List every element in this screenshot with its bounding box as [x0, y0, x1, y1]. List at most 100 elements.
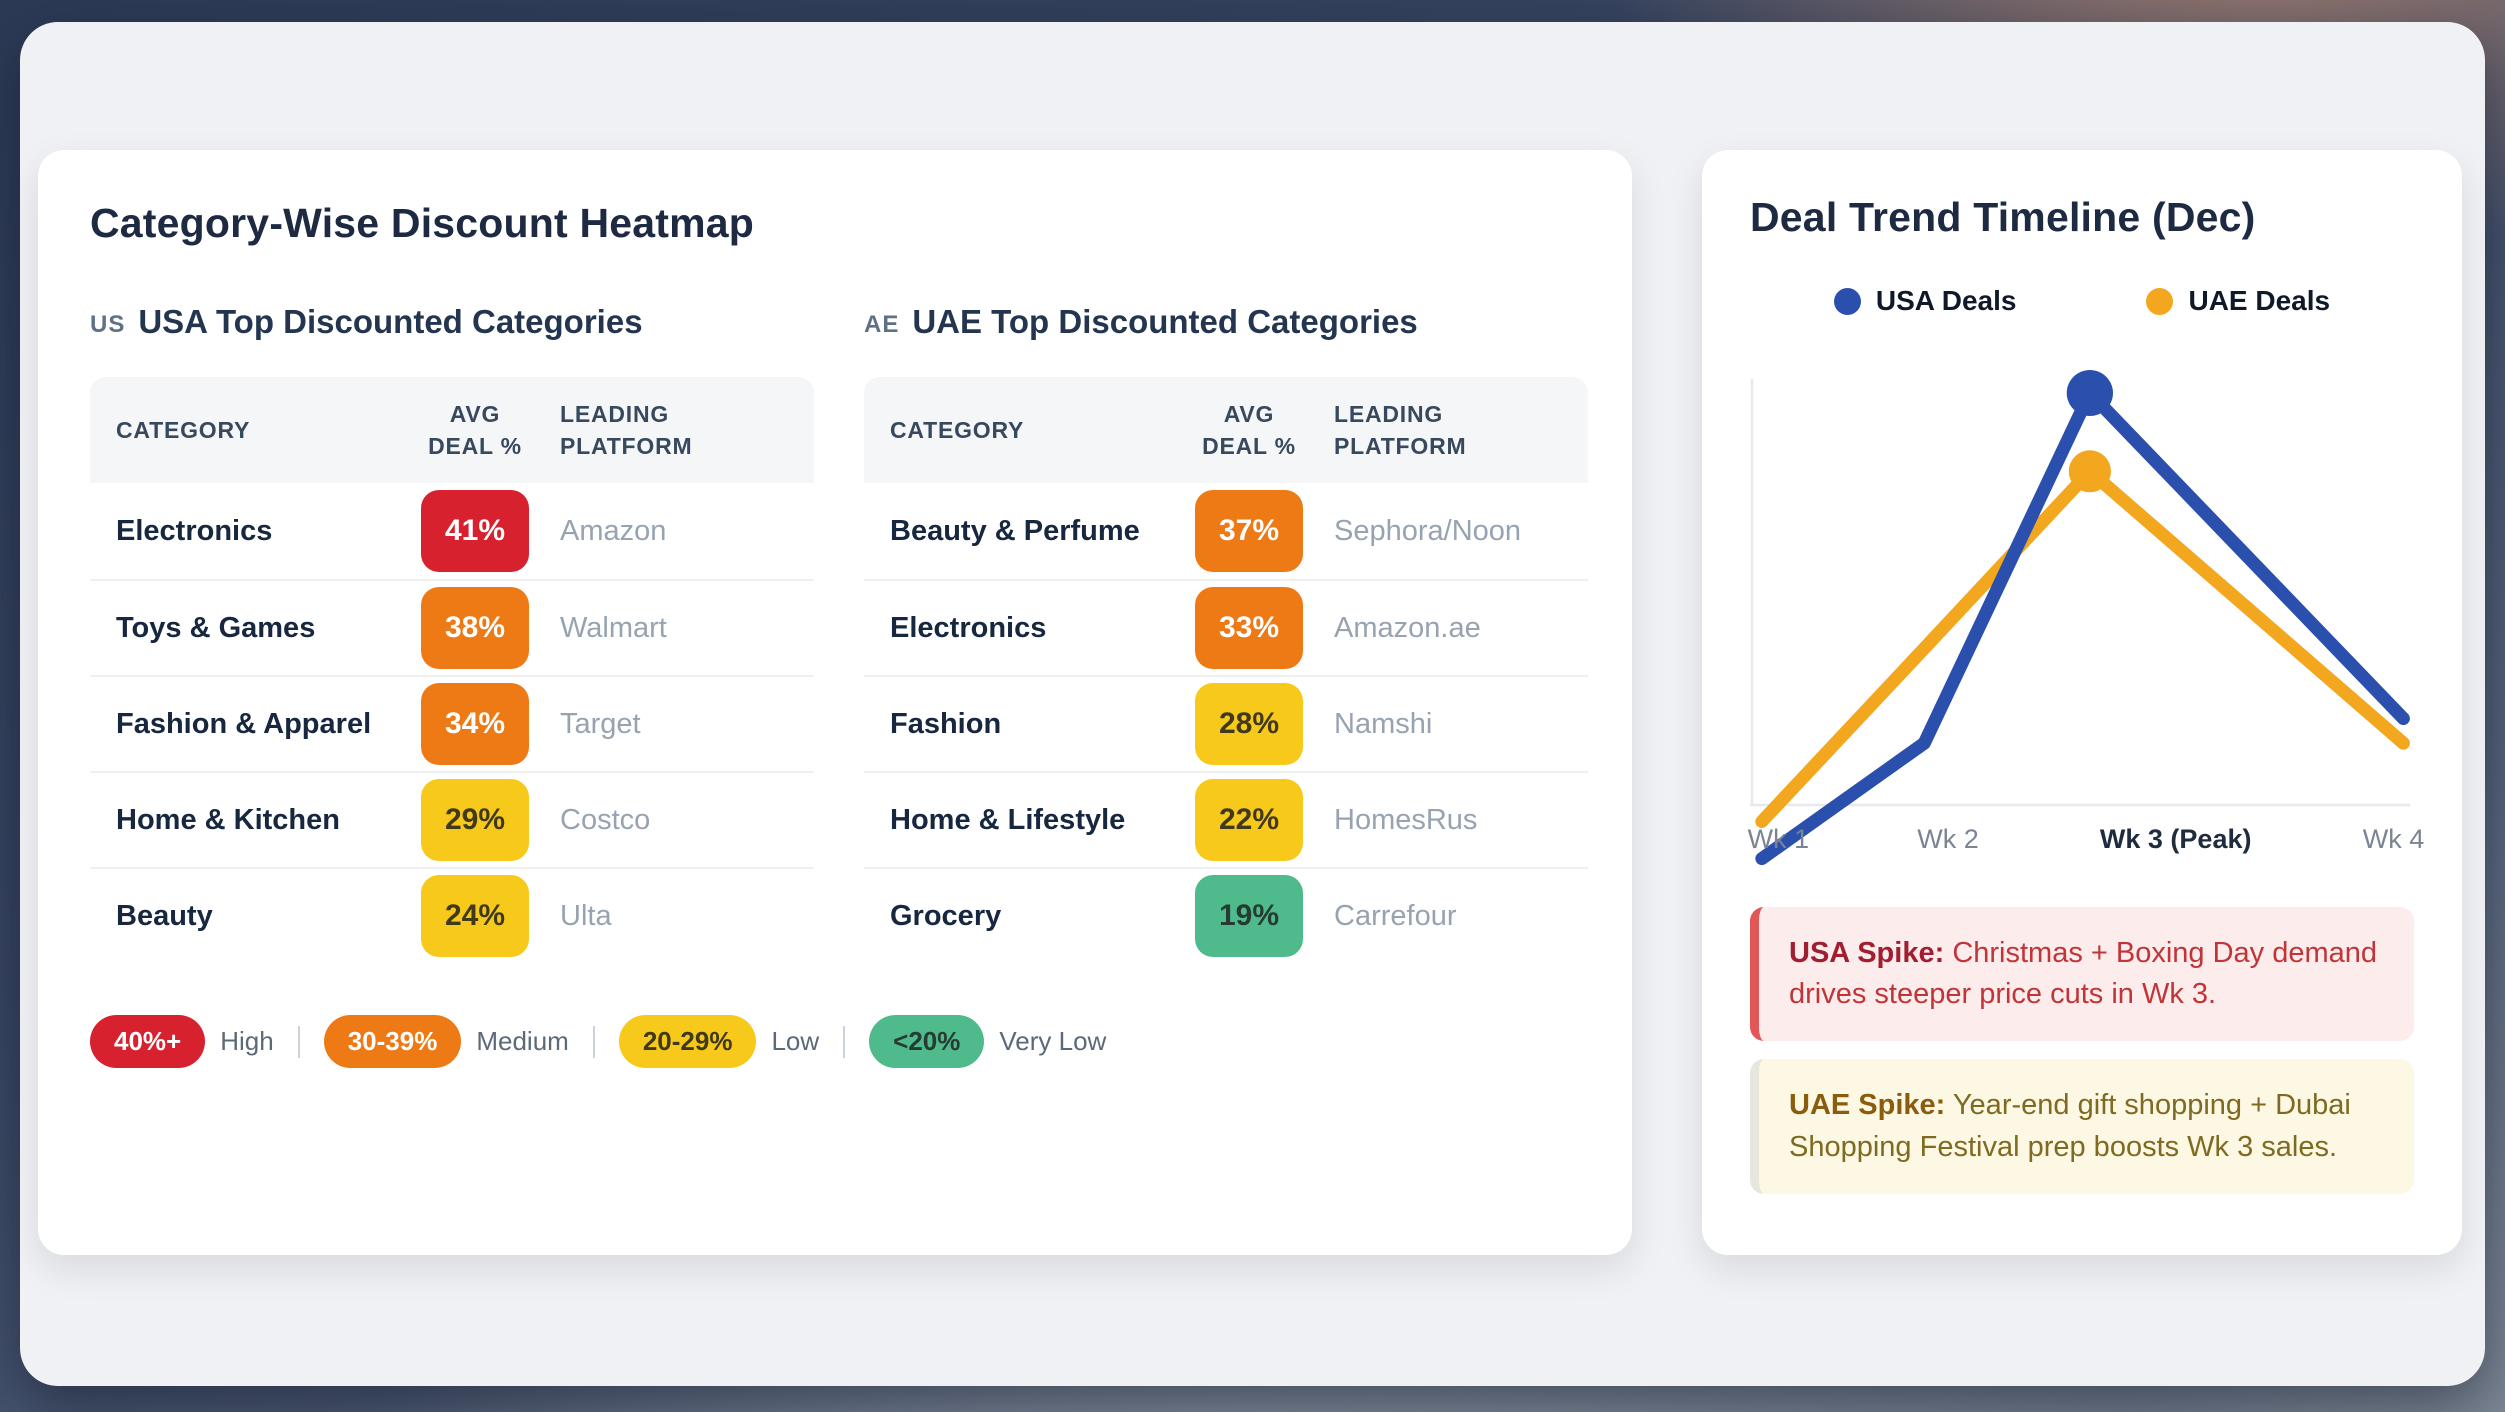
table-row: Beauty 24% Ulta	[90, 867, 814, 963]
usa-table-section: US USA Top Discounted Categories CATEGOR…	[90, 303, 814, 963]
usa-flag-code: US	[90, 310, 126, 338]
uae-spike-title: UAE Spike:	[1789, 1089, 1946, 1122]
deal-badge: 24%	[421, 875, 529, 957]
table-row: Electronics 33% Amazon.ae	[864, 579, 1588, 675]
platform-cell: HomesRus	[1334, 803, 1478, 836]
uae-deals-line	[1755, 464, 2410, 828]
platform-cell: Amazon	[560, 514, 667, 547]
legend-item-uae: UAE Deals	[2146, 285, 2330, 317]
column-header-avg-deal: AVG DEAL %	[1202, 400, 1296, 459]
dashboard-container: Category-Wise Discount Heatmap US USA To…	[20, 22, 2485, 1386]
category-cell: Grocery	[890, 899, 1002, 932]
usa-table-header: CATEGORY AVG DEAL % LEADING PLATFORM	[90, 377, 814, 483]
category-cell: Electronics	[116, 514, 273, 547]
category-cell: Home & Lifestyle	[890, 803, 1126, 836]
category-cell: Home & Kitchen	[116, 803, 340, 836]
table-row: Electronics 41% Amazon	[90, 483, 814, 579]
usa-legend-dot	[1833, 287, 1861, 315]
usa-deals-line	[1755, 386, 2410, 866]
category-cell: Toys & Games	[116, 611, 316, 644]
trend-legend: USA Deals UAE Deals	[1750, 285, 2414, 317]
usa-legend-label: USA Deals	[1875, 285, 2017, 316]
platform-cell: Ulta	[560, 899, 612, 932]
platform-cell: Namshi	[1334, 707, 1433, 740]
legend-divider	[592, 1025, 595, 1058]
platform-cell: Amazon.ae	[1334, 611, 1481, 644]
x-axis-labels: Wk 1 Wk 2 Wk 3 (Peak) Wk 4	[1747, 824, 2425, 869]
platform-cell: Walmart	[560, 611, 667, 644]
usa-table-subtitle: US USA Top Discounted Categories	[90, 303, 814, 341]
legend-label-low: Low	[771, 1026, 820, 1056]
usa-spike-title: USA Spike:	[1789, 937, 1945, 969]
table-row: Fashion 28% Namshi	[864, 675, 1588, 771]
uae-spike-text: Year-end gift shopping + Dubai Shopping …	[1789, 1089, 2351, 1163]
category-cell: Beauty & Perfume	[890, 514, 1140, 547]
deal-badge: 33%	[1195, 587, 1303, 669]
category-cell: Electronics	[890, 611, 1047, 644]
column-header-category: CATEGORY	[890, 416, 1025, 443]
legend-label-very-low: Very Low	[999, 1026, 1107, 1056]
x-label-wk4: Wk 4	[2362, 824, 2425, 854]
uae-table-header: CATEGORY AVG DEAL % LEADING PLATFORM	[864, 377, 1588, 483]
uae-legend-dot	[2146, 287, 2174, 315]
legend-item-usa: USA Deals	[1833, 285, 2017, 317]
trend-chart: Wk 1 Wk 2 Wk 3 (Peak) Wk 4	[1747, 369, 2425, 889]
table-row: Beauty & Perfume 37% Sephora/Noon	[864, 483, 1588, 579]
usa-spike-text: Christmas + Boxing Day demand drives ste…	[1789, 937, 2378, 1011]
platform-cell: Carrefour	[1334, 899, 1457, 932]
uae-table-section: AE UAE Top Discounted Categories CATEGOR…	[864, 303, 1588, 963]
table-row: Home & Kitchen 29% Costco	[90, 771, 814, 867]
uae-table-title: UAE Top Discounted Categories	[912, 303, 1418, 340]
deal-badge: 41%	[421, 490, 529, 572]
column-header-avg-deal: AVG DEAL %	[428, 400, 522, 459]
trend-chart-svg	[1750, 370, 2410, 866]
platform-cell: Sephora/Noon	[1334, 514, 1522, 547]
column-header-platform: LEADING PLATFORM	[1334, 400, 1467, 459]
uae-table: CATEGORY AVG DEAL % LEADING PLATFORM Bea…	[864, 377, 1588, 963]
uae-spike-callout: UAE Spike: Year-end gift shopping + Duba…	[1750, 1059, 2414, 1194]
platform-cell: Costco	[560, 803, 651, 836]
usa-spike-callout: USA Spike: Christmas + Boxing Day demand…	[1750, 907, 2414, 1042]
platform-cell: Target	[560, 707, 641, 740]
heatmap-title: Category-Wise Discount Heatmap	[90, 200, 755, 246]
uae-flag-code: AE	[864, 310, 900, 338]
uae-table-subtitle: AE UAE Top Discounted Categories	[864, 303, 1588, 341]
table-row: Toys & Games 38% Walmart	[90, 579, 814, 675]
category-cell: Fashion & Apparel	[116, 707, 372, 740]
uae-peak-marker	[2068, 450, 2111, 493]
usa-peak-marker	[2066, 370, 2113, 416]
heatmap-card: Category-Wise Discount Heatmap US USA To…	[38, 150, 1632, 1255]
column-header-platform: LEADING PLATFORM	[560, 400, 693, 459]
usa-table-title: USA Top Discounted Categories	[138, 303, 643, 340]
column-header-category: CATEGORY	[116, 416, 251, 443]
legend-divider	[843, 1025, 846, 1058]
deal-badge: 19%	[1195, 875, 1303, 957]
legend-pill-very-low: <20%	[869, 1015, 985, 1068]
category-cell: Fashion	[890, 707, 1002, 740]
x-label-wk2: Wk 2	[1917, 824, 1979, 854]
legend-label-medium: Medium	[476, 1026, 569, 1056]
deal-badge: 37%	[1195, 490, 1303, 572]
legend-divider	[297, 1025, 300, 1058]
deal-badge: 22%	[1195, 779, 1303, 861]
table-row: Fashion & Apparel 34% Target	[90, 675, 814, 771]
trend-card: Deal Trend Timeline (Dec) USA Deals UAE …	[1702, 150, 2462, 1255]
usa-table: CATEGORY AVG DEAL % LEADING PLATFORM Ele…	[90, 377, 814, 963]
category-cell: Beauty	[116, 899, 213, 932]
legend-pill-low: 20-29%	[618, 1015, 757, 1068]
legend-label-high: High	[220, 1026, 274, 1056]
table-row: Grocery 19% Carrefour	[864, 867, 1588, 963]
x-label-wk1: Wk 1	[1747, 824, 1810, 854]
uae-legend-label: UAE Deals	[2188, 285, 2331, 316]
deal-badge: 34%	[421, 683, 529, 765]
table-row: Home & Lifestyle 22% HomesRus	[864, 771, 1588, 867]
deal-badge: 38%	[421, 587, 529, 669]
deal-badge: 29%	[421, 779, 529, 861]
heatmap-tables: US USA Top Discounted Categories CATEGOR…	[90, 303, 1588, 963]
legend-pill-high: 40%+	[90, 1015, 206, 1068]
legend-pill-medium: 30-39%	[323, 1015, 462, 1068]
x-label-wk3-peak: Wk 3 (Peak)	[2099, 824, 2252, 854]
trend-title: Deal Trend Timeline (Dec)	[1750, 194, 2256, 240]
heatmap-legend: 40%+ High 30-39% Medium 20-29% Low <20% …	[90, 1015, 1580, 1068]
deal-badge: 28%	[1195, 683, 1303, 765]
